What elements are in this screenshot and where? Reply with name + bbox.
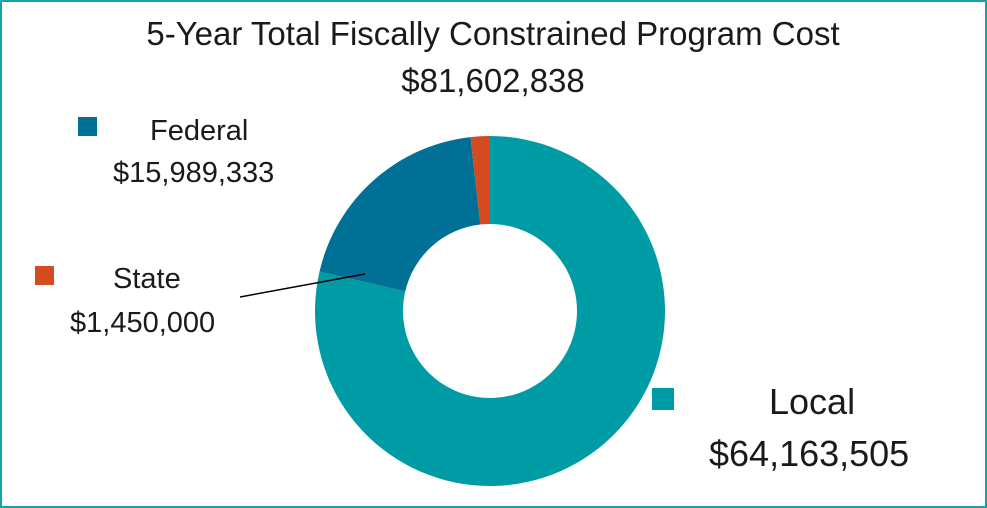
legend-label-federal: Federal	[150, 115, 248, 147]
slice-federal	[319, 137, 481, 292]
slice-local	[315, 136, 666, 486]
chart-title: 5-Year Total Fiscally Constrained Progra…	[146, 15, 839, 52]
legend-value-state: $1,450,000	[70, 307, 215, 339]
state-leader-line	[239, 273, 366, 298]
donut-slices	[315, 136, 666, 486]
chart-subtitle: $81,602,838	[401, 62, 585, 99]
legend-swatch-local	[652, 388, 674, 410]
legend-value-federal: $15,989,333	[113, 157, 274, 189]
slice-state	[470, 136, 490, 225]
legend-swatch-federal	[78, 117, 97, 136]
legend-value-local: $64,163,505	[709, 433, 909, 474]
legend-swatch-state	[35, 266, 54, 285]
legend-label-local: Local	[769, 381, 855, 422]
legend-label-state: State	[113, 263, 181, 295]
